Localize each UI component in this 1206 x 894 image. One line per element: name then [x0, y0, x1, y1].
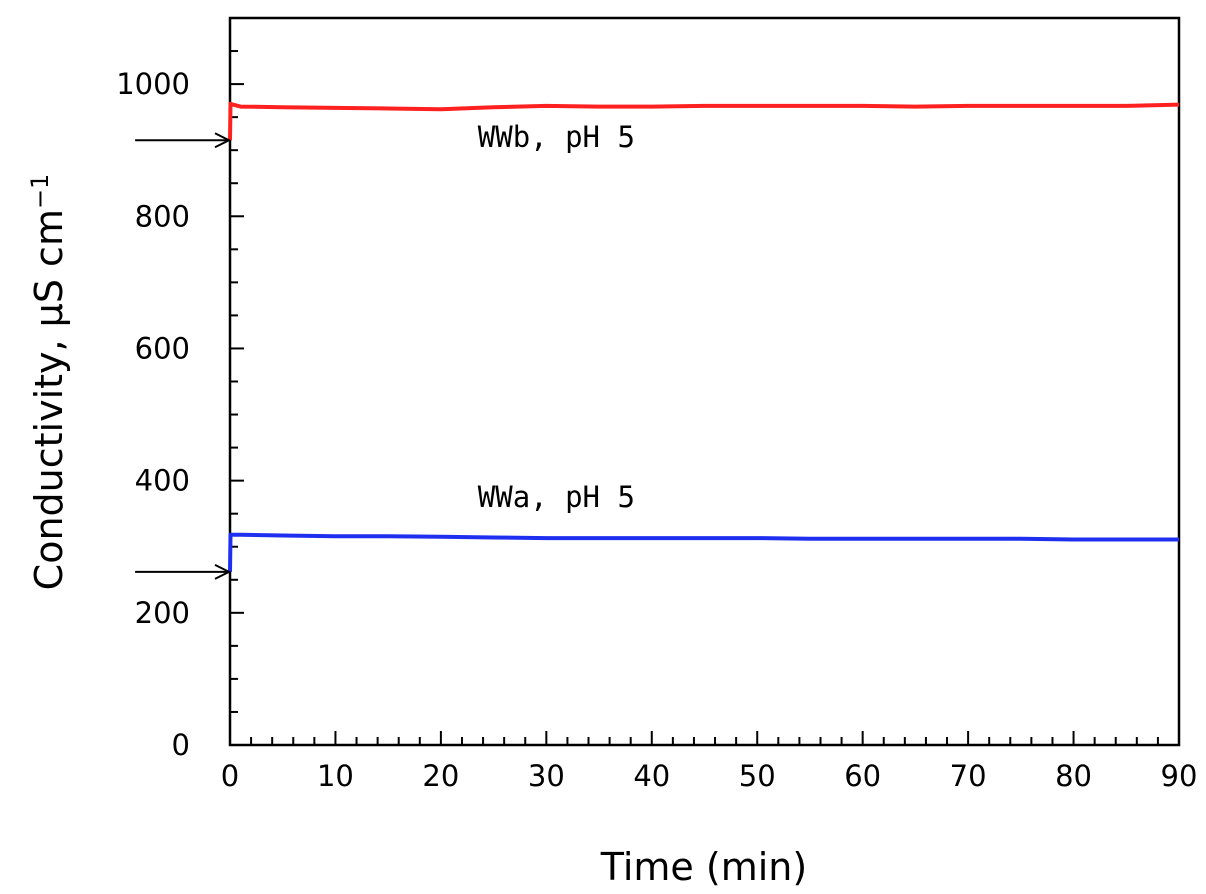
x-tick-label: 90 [1161, 759, 1198, 793]
x-tick-label: 80 [1055, 759, 1092, 793]
y-axis-title-exponent: −1 [26, 174, 54, 209]
series-line [228, 101, 1180, 141]
x-tick-label: 40 [633, 759, 670, 793]
plot-frame [228, 16, 1181, 747]
y-tick-label: 800 [135, 199, 190, 233]
series-annotation: WWb, pH 5 [478, 120, 635, 154]
y-axis-title-group: Conductivity, μS cm−1 [26, 174, 71, 591]
x-tick-label: 10 [317, 759, 354, 793]
y-tick-label: 400 [135, 464, 190, 498]
x-tick-label: 70 [950, 759, 987, 793]
y-axis-title-main: Conductivity, μS cm [27, 209, 71, 590]
arrow-head [214, 132, 232, 149]
x-tick-label: 0 [221, 759, 239, 793]
annotation-layer: WWb, pH 5 WWa, pH 5 [478, 120, 635, 514]
tick-labels: 0 10 20 30 40 50 60 70 80 90 0 200 400 600 800 1000 [116, 67, 1197, 793]
series-annotation: WWa, pH 5 [478, 480, 635, 514]
y-tick-label: 1000 [116, 67, 190, 101]
x-tick-label: 30 [528, 759, 565, 793]
arrow-layer [135, 132, 232, 580]
y-tick-label: 200 [135, 596, 190, 630]
y-axis-title: Conductivity, μS cm−1 [26, 174, 71, 591]
x-axis-title: Time (min) [600, 845, 807, 889]
series-line [228, 532, 1179, 572]
axis-ticks [229, 17, 1180, 746]
x-tick-label: 20 [422, 759, 459, 793]
series-layer [228, 101, 1180, 572]
x-tick-label: 50 [739, 759, 776, 793]
arrow-head [214, 563, 232, 580]
x-tick-label: 60 [844, 759, 881, 793]
y-tick-label: 0 [172, 728, 190, 762]
y-tick-label: 600 [135, 331, 190, 365]
